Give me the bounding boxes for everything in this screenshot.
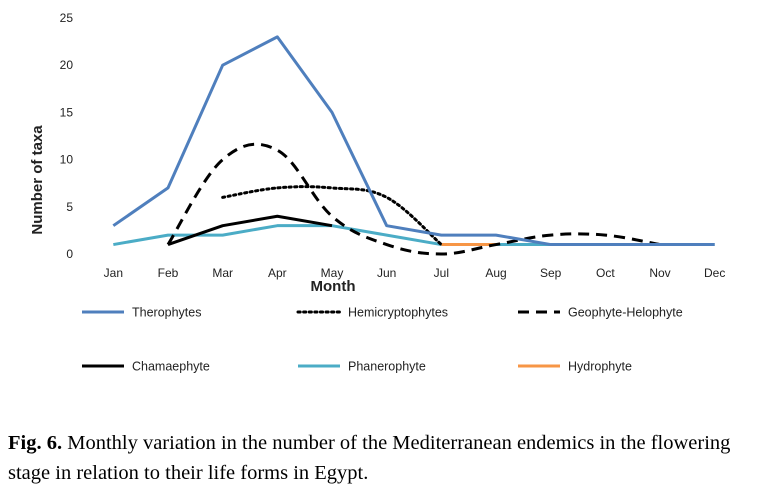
- x-tick-label: Apr: [268, 266, 287, 280]
- x-tick-label: Sep: [540, 266, 562, 280]
- figure-caption-text: Monthly variation in the number of the M…: [8, 432, 731, 484]
- legend-label-chamaephyte: Chamaephyte: [132, 360, 210, 374]
- y-tick-label: 20: [60, 58, 74, 72]
- series-line-chamaephyte: [167, 214, 333, 246]
- y-tick-label: 10: [60, 153, 74, 167]
- legend-label-hemicryptophytes: Hemicryptophytes: [348, 306, 448, 320]
- legend-label-therophytes: Therophytes: [132, 306, 201, 320]
- x-tick-label: Aug: [485, 266, 506, 280]
- y-tick-label: 25: [60, 11, 74, 25]
- x-tick-label: Oct: [596, 266, 615, 280]
- y-tick-label: 15: [60, 105, 74, 119]
- x-axis-title: Month: [311, 278, 356, 295]
- legend-label-hydrophyte: Hydrophyte: [568, 360, 632, 374]
- y-tick-label: 0: [66, 247, 73, 261]
- legend-label-phanerophyte: Phanerophyte: [348, 360, 426, 374]
- legend-label-geophyte-helophyte: Geophyte-Helophyte: [568, 306, 683, 320]
- x-tick-label: Mar: [212, 266, 233, 280]
- x-tick-label: Nov: [649, 266, 670, 280]
- figure-label: Fig. 6.: [8, 432, 63, 454]
- series-line-therophytes: [112, 35, 715, 247]
- series-layer: [112, 35, 715, 256]
- x-tick-label: Feb: [158, 266, 179, 280]
- series-line-phanerophyte: [113, 224, 715, 247]
- figure-caption: Fig. 6. Monthly variation in the number …: [8, 428, 753, 488]
- y-tick-label: 5: [66, 200, 73, 214]
- legend: Therophytes Hemicryptophytes Geophyte-Helo…: [82, 306, 683, 374]
- y-axis-ticks: 0 5 10 15 20 25: [60, 11, 74, 261]
- series-line-geophyte-helophyte: [166, 142, 661, 256]
- x-tick-label: Jan: [104, 266, 123, 280]
- x-tick-label: Jul: [434, 266, 449, 280]
- line-chart: 0 5 10 15 20 25 Jan Feb Mar Apr May Jun Jul Aug Sep Oc…: [29, 11, 726, 374]
- x-tick-label: Dec: [704, 266, 725, 280]
- y-axis-title: Number of taxa: [29, 125, 46, 235]
- x-tick-label: Jun: [377, 266, 396, 280]
- x-axis-ticks: Jan Feb Mar Apr May Jun Jul Aug Sep Oct Nov Dec: [104, 266, 726, 280]
- series-line-hemicryptophytes: [221, 185, 443, 247]
- x-tick-label: May: [321, 266, 344, 280]
